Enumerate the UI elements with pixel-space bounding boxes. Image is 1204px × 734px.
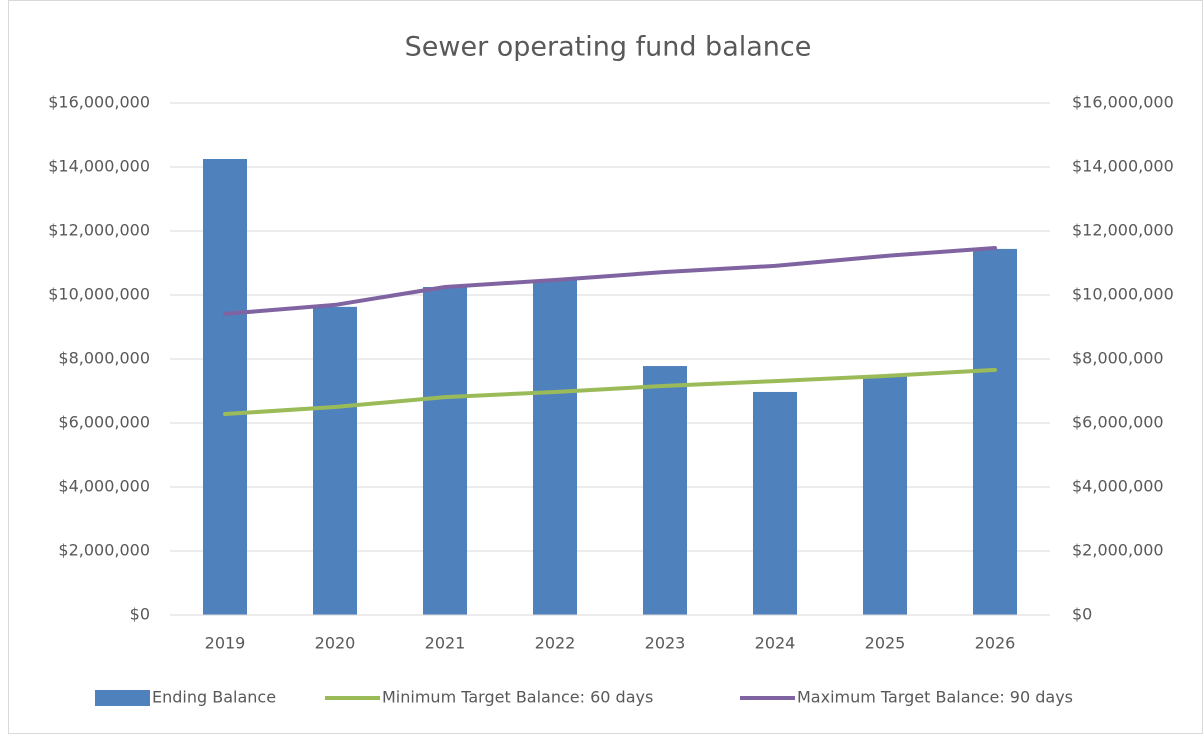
legend-label: Ending Balance bbox=[152, 688, 276, 707]
bar bbox=[313, 306, 357, 615]
bar bbox=[423, 287, 467, 615]
y2-tick-label: $16,000,000 bbox=[1072, 93, 1174, 112]
bar bbox=[533, 279, 577, 615]
y2-tick-label: $0 bbox=[1072, 605, 1092, 624]
y-tick-label: $10,000,000 bbox=[48, 285, 150, 304]
bar bbox=[973, 248, 1017, 616]
x-tick-label: 2019 bbox=[205, 634, 246, 653]
x-tick-label: 2022 bbox=[535, 634, 576, 653]
y2-tick-label: $2,000,000 bbox=[1072, 541, 1164, 560]
y-tick-label: $4,000,000 bbox=[58, 477, 150, 496]
y-tick-label: $0 bbox=[130, 605, 150, 624]
y2-tick-label: $4,000,000 bbox=[1072, 477, 1164, 496]
y-tick-label: $12,000,000 bbox=[48, 221, 150, 240]
line bbox=[223, 245, 997, 316]
y2-tick-label: $14,000,000 bbox=[1072, 157, 1174, 176]
legend-label: Maximum Target Balance: 90 days bbox=[797, 688, 1073, 707]
chart-title: Sewer operating fund balance bbox=[405, 32, 812, 63]
bar bbox=[753, 391, 797, 615]
bar bbox=[203, 159, 247, 615]
y-tick-label: $2,000,000 bbox=[58, 541, 150, 560]
y-tick-label: $6,000,000 bbox=[58, 413, 150, 432]
x-tick-label: 2025 bbox=[865, 634, 906, 653]
y-tick-label: $16,000,000 bbox=[48, 93, 150, 112]
legend-swatch bbox=[95, 690, 150, 706]
x-tick-label: 2026 bbox=[975, 634, 1016, 653]
x-tick-label: 2021 bbox=[425, 634, 466, 653]
y-tick-label: $14,000,000 bbox=[48, 157, 150, 176]
x-tick-label: 2020 bbox=[315, 634, 356, 653]
bar bbox=[863, 375, 907, 615]
bar bbox=[643, 366, 687, 615]
x-tick-label: 2024 bbox=[755, 634, 796, 653]
y-tick-label: $8,000,000 bbox=[58, 349, 150, 368]
y2-tick-label: $6,000,000 bbox=[1072, 413, 1164, 432]
y2-tick-label: $8,000,000 bbox=[1072, 349, 1164, 368]
y2-tick-label: $10,000,000 bbox=[1072, 285, 1174, 304]
legend-label: Minimum Target Balance: 60 days bbox=[382, 688, 653, 707]
line bbox=[223, 367, 997, 417]
chart-frame bbox=[8, 0, 1203, 734]
y2-tick-label: $12,000,000 bbox=[1072, 221, 1174, 240]
x-tick-label: 2023 bbox=[645, 634, 686, 653]
